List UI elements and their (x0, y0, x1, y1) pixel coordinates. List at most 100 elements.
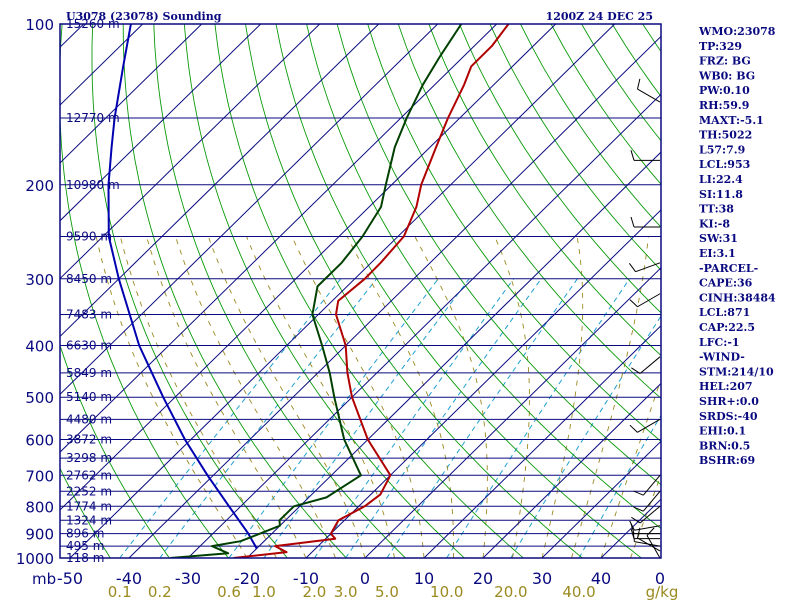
height-label: 3298 m (66, 451, 112, 465)
sounding-index-item: KI:-8 (699, 217, 730, 230)
sounding-index-item: FRZ: BG (699, 55, 751, 68)
height-label: 1774 m (66, 499, 112, 513)
isotherm-line (69, 24, 616, 558)
sounding-index-item: TH:5022 (699, 129, 752, 142)
height-label: 8450 m (66, 272, 112, 286)
wind-barb-flag (646, 527, 655, 536)
isobars (60, 24, 661, 558)
wind-barb-flag (631, 516, 641, 524)
wind-barb-staff (642, 474, 661, 496)
isotherm-line (60, 24, 557, 511)
dry-adiabat-line (489, 24, 661, 271)
temperature-tick-label: -30 (175, 569, 201, 588)
wind-barb-750 (633, 490, 661, 512)
mixing-ratio-tick-label: 10.0 (430, 583, 463, 600)
mixing-ratio-unit-label: g/kg (646, 583, 679, 600)
chart-title: U3078 (23078) Sounding (66, 10, 222, 23)
mixing-ratio-tick-label: 2.0 (302, 583, 326, 600)
pressure-label: 400 (25, 338, 54, 356)
dry-adiabat-line (60, 343, 170, 558)
height-label: 5849 m (66, 366, 112, 380)
dewpoint-profile-line (170, 24, 463, 558)
sounding-index-item: SHR+:0.0 (699, 395, 759, 408)
isotherm-line (246, 151, 661, 558)
moist-adiabat-line (414, 236, 488, 558)
sounding-index-item: SW:31 (699, 232, 738, 245)
isotherms (60, 24, 661, 558)
temperature-tick-label: 20 (473, 569, 493, 588)
sounding-index-item: WB0: BG (698, 69, 755, 82)
height-label: 2762 m (66, 468, 112, 482)
plot-frame (59, 23, 662, 559)
height-label: 118 m (66, 551, 104, 565)
moist-adiabat-line (95, 236, 248, 558)
temperature-tick-label: 30 (532, 569, 552, 588)
wind-barb-550 (629, 418, 661, 433)
wind-barb-staff (637, 88, 661, 103)
sounding-index-item: LCL:871 (699, 306, 750, 319)
dry-adiabat-line (153, 24, 407, 558)
dry-adiabat-line (367, 24, 661, 442)
mixing-ratio-tick-label: 3.0 (334, 583, 358, 600)
wind-barb-staff (639, 356, 661, 374)
wind-barb-flag (631, 367, 641, 374)
temperature-tick-label: 0 (655, 569, 665, 588)
mixing-ratio-tick-label: 1.0 (252, 583, 276, 600)
wind-barb-870 (629, 520, 661, 531)
wind-barb-flag (633, 506, 644, 512)
dry-adiabat-line (336, 24, 661, 486)
sounding-index-item: LI:22.4 (699, 173, 743, 186)
mixing-ratio-tick-label: 0.6 (217, 583, 241, 600)
sounding-index-item: TP:329 (699, 40, 742, 53)
sounding-index-item: -PARCEL- (699, 262, 758, 275)
sounding-index-item: SRDS:-40 (699, 410, 758, 423)
valid-time: 1200Z 24 DEC 25 (546, 10, 653, 23)
isotherm-line (305, 209, 661, 558)
wind-barb-flag (629, 299, 638, 308)
temperature-profile-line (233, 24, 510, 558)
wind-barb-700 (633, 474, 661, 496)
moist-adiabat-line (494, 236, 530, 558)
pressure-label: 500 (25, 389, 54, 407)
height-label: 495 m (66, 539, 104, 553)
pressure-label: 800 (25, 498, 54, 516)
sounding-index-item: CAPE:36 (699, 277, 753, 290)
temperature-tick-label: -10 (293, 569, 319, 588)
pressure-label: 300 (25, 271, 54, 289)
wind-barb-flag (633, 490, 644, 496)
temperature-tick-label: -50 (57, 569, 83, 588)
sounding-index-item: EI:3.1 (699, 247, 736, 260)
sounding-index-item: STM:214/10 (699, 365, 774, 378)
pressure-label: 700 (25, 467, 54, 485)
isotherm-line (128, 35, 661, 558)
moist-adiabat-line (146, 236, 307, 558)
sounding-index-item: SI:11.8 (699, 188, 743, 201)
wind-barb-flag (630, 150, 635, 161)
wind-barb-180 (630, 150, 660, 161)
sounding-index-item: LCL:953 (699, 158, 750, 171)
wind-barb-flag (628, 263, 636, 272)
isotherm-line (60, 24, 203, 164)
wind-barb-staff (634, 525, 661, 531)
isotherm-line (60, 24, 380, 338)
moist-adiabat-line (207, 236, 366, 558)
dry-adiabat-line (428, 24, 661, 357)
wind-barbs (628, 78, 661, 559)
wind-barb-140 (636, 78, 661, 103)
wind-barb-280 (628, 262, 661, 273)
mixing-ratio-tick-label: 20.0 (494, 583, 527, 600)
temperature-tick-label: 40 (591, 569, 611, 588)
dry-adiabat-line (60, 467, 111, 558)
height-label: 2252 m (66, 484, 112, 498)
sounding-index-item: WMO:23078 (698, 25, 776, 38)
sounding-index-item: PW:0.10 (699, 84, 750, 97)
mixing-ratio-line (510, 315, 661, 558)
dry-adiabat-line (183, 24, 466, 558)
moist-adiabat-line (541, 236, 584, 558)
sounding-index-item: HEL:207 (699, 380, 753, 393)
wind-barb-420 (631, 356, 661, 374)
dry-adiabat-line (122, 24, 348, 558)
sounding-profiles (107, 24, 510, 558)
pressure-label: 1000 (16, 550, 54, 568)
wind-barb-flag (630, 216, 635, 228)
